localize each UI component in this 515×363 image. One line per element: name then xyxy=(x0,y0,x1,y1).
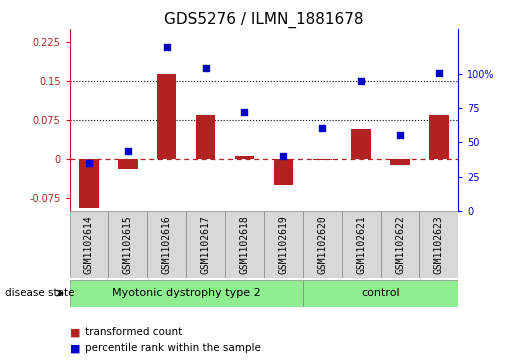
Text: GSM1102623: GSM1102623 xyxy=(434,215,444,274)
Text: GSM1102614: GSM1102614 xyxy=(84,215,94,274)
Text: GSM1102622: GSM1102622 xyxy=(395,215,405,274)
Text: disease state: disease state xyxy=(5,288,75,298)
Bar xyxy=(196,115,215,159)
Point xyxy=(85,160,93,166)
Bar xyxy=(390,159,410,165)
Bar xyxy=(429,115,449,159)
Point xyxy=(279,153,287,159)
Text: GSM1102620: GSM1102620 xyxy=(317,215,327,274)
Title: GDS5276 / ILMN_1881678: GDS5276 / ILMN_1881678 xyxy=(164,12,364,28)
Bar xyxy=(235,156,254,159)
Bar xyxy=(225,211,264,278)
Text: percentile rank within the sample: percentile rank within the sample xyxy=(85,343,261,354)
Point xyxy=(318,125,327,130)
Bar xyxy=(420,211,458,278)
Text: ■: ■ xyxy=(70,327,80,337)
Bar xyxy=(79,159,99,208)
Text: control: control xyxy=(362,288,400,298)
Bar xyxy=(70,211,109,278)
Text: GSM1102617: GSM1102617 xyxy=(201,215,211,274)
Text: GSM1102619: GSM1102619 xyxy=(279,215,288,274)
Bar xyxy=(157,74,177,159)
Bar xyxy=(342,211,381,278)
Bar xyxy=(186,211,225,278)
Point xyxy=(435,70,443,76)
Bar xyxy=(108,211,147,278)
Text: ■: ■ xyxy=(70,343,80,354)
Text: GSM1102616: GSM1102616 xyxy=(162,215,171,274)
Text: Myotonic dystrophy type 2: Myotonic dystrophy type 2 xyxy=(112,288,261,298)
Text: transformed count: transformed count xyxy=(85,327,182,337)
Bar xyxy=(351,129,371,159)
Text: GSM1102618: GSM1102618 xyxy=(239,215,249,274)
Bar xyxy=(147,211,186,278)
Point xyxy=(124,148,132,154)
Bar xyxy=(118,159,138,169)
Text: GSM1102615: GSM1102615 xyxy=(123,215,133,274)
Bar xyxy=(381,211,419,278)
Point xyxy=(357,78,365,84)
Point xyxy=(163,44,171,50)
Bar xyxy=(70,280,303,307)
Bar xyxy=(273,159,293,185)
Point xyxy=(201,66,210,72)
Point xyxy=(241,109,249,115)
Point xyxy=(396,132,404,138)
Bar xyxy=(303,211,342,278)
Bar xyxy=(313,159,332,160)
Text: GSM1102621: GSM1102621 xyxy=(356,215,366,274)
Bar xyxy=(303,280,458,307)
Bar xyxy=(264,211,303,278)
